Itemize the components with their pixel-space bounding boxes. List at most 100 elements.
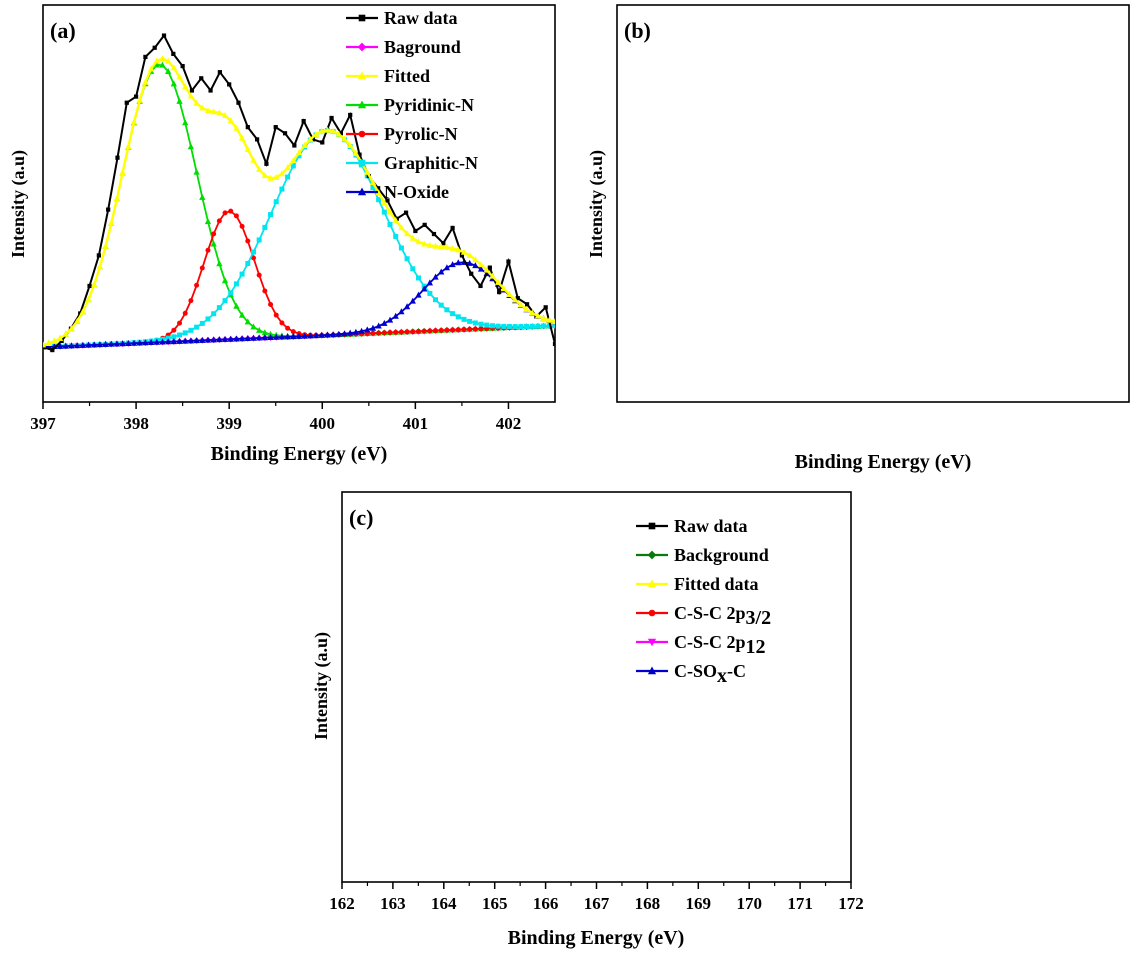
- data-point: [205, 247, 211, 253]
- data-point: [503, 616, 507, 620]
- data-point: [662, 772, 666, 776]
- data-point: [216, 109, 223, 116]
- data-point: [487, 265, 492, 270]
- data-point: [633, 698, 638, 703]
- data-point: [278, 170, 286, 177]
- data-point: [165, 68, 172, 75]
- data-point: [506, 291, 513, 298]
- x-tick-label: 399: [216, 414, 242, 433]
- data-point: [662, 772, 667, 777]
- data-point: [73, 317, 81, 324]
- data-point: [747, 769, 751, 773]
- data-point: [764, 768, 768, 772]
- data-point: [402, 651, 407, 656]
- data-point: [837, 766, 842, 771]
- data-point: [413, 592, 417, 596]
- data-point: [268, 212, 274, 218]
- legend-marker: [358, 14, 366, 22]
- data-point: [543, 765, 548, 770]
- data-point: [543, 775, 547, 779]
- data-point: [477, 265, 485, 272]
- data-point: [455, 327, 461, 333]
- data-point: [628, 773, 632, 777]
- data-point: [763, 730, 767, 734]
- data-point: [221, 111, 229, 118]
- data-point: [492, 777, 498, 783]
- plot-frame: [616, 4, 1130, 403]
- data-point: [577, 744, 582, 749]
- data-point: [560, 774, 566, 780]
- data-point: [764, 768, 769, 773]
- data-point: [513, 627, 517, 631]
- data-point: [843, 759, 848, 764]
- data-point: [798, 767, 802, 771]
- data-point: [503, 630, 508, 635]
- data-point: [686, 682, 690, 686]
- data-point: [381, 330, 387, 336]
- data-point: [406, 588, 410, 592]
- data-point: [583, 774, 587, 778]
- data-point: [401, 780, 407, 786]
- data-point: [301, 118, 306, 124]
- data-point: [364, 326, 371, 333]
- data-point: [87, 283, 92, 289]
- data-point: [635, 694, 639, 698]
- data-point: [153, 338, 160, 345]
- data-point: [245, 125, 250, 130]
- x-tick-label: 400: [310, 414, 336, 433]
- data-point: [227, 82, 232, 87]
- data-point: [362, 782, 367, 787]
- data-point: [752, 708, 757, 713]
- data-point: [210, 240, 217, 247]
- data-point: [518, 657, 522, 661]
- data-point: [622, 709, 627, 714]
- legend-marker: [648, 609, 656, 617]
- legend-item: Pyridinic-N: [346, 95, 474, 115]
- data-point: [458, 763, 463, 768]
- data-point: [278, 333, 286, 340]
- data-point: [392, 216, 399, 223]
- data-point: [369, 324, 377, 331]
- data-point: [351, 781, 356, 786]
- data-point: [724, 770, 728, 774]
- data-point: [517, 301, 525, 308]
- series-line: [342, 515, 851, 783]
- data-point: [667, 771, 673, 777]
- x-tick-label: 402: [496, 414, 522, 433]
- data-point: [821, 767, 825, 771]
- data-point: [96, 263, 104, 270]
- data-point: [376, 330, 382, 336]
- data-point: [256, 334, 263, 341]
- data-point: [432, 273, 439, 280]
- data-point: [497, 776, 503, 782]
- data-point: [508, 638, 512, 642]
- data-point: [532, 683, 537, 688]
- data-point: [403, 303, 411, 310]
- data-point: [256, 272, 262, 278]
- data-point: [356, 781, 362, 787]
- data-point: [712, 691, 716, 695]
- data-point: [125, 339, 132, 346]
- data-point: [392, 312, 399, 319]
- data-point: [430, 779, 436, 785]
- data-point: [735, 693, 740, 698]
- legend-item: Baground: [346, 37, 461, 57]
- data-point: [176, 337, 183, 344]
- data-point: [221, 335, 229, 342]
- data-point: [408, 622, 412, 626]
- data-point: [509, 635, 514, 640]
- legend-marker: [357, 100, 367, 109]
- legend-label: Fitted data: [674, 574, 759, 594]
- data-point: [165, 338, 172, 345]
- legend-marker: [358, 130, 366, 138]
- data-point: [221, 277, 229, 284]
- data-point: [125, 143, 132, 150]
- data-point: [187, 337, 195, 344]
- legend-label: Fitted: [384, 66, 430, 86]
- data-point: [478, 326, 484, 332]
- data-point: [814, 751, 819, 756]
- data-point: [551, 318, 555, 325]
- data-point: [630, 705, 634, 709]
- data-point: [436, 778, 441, 783]
